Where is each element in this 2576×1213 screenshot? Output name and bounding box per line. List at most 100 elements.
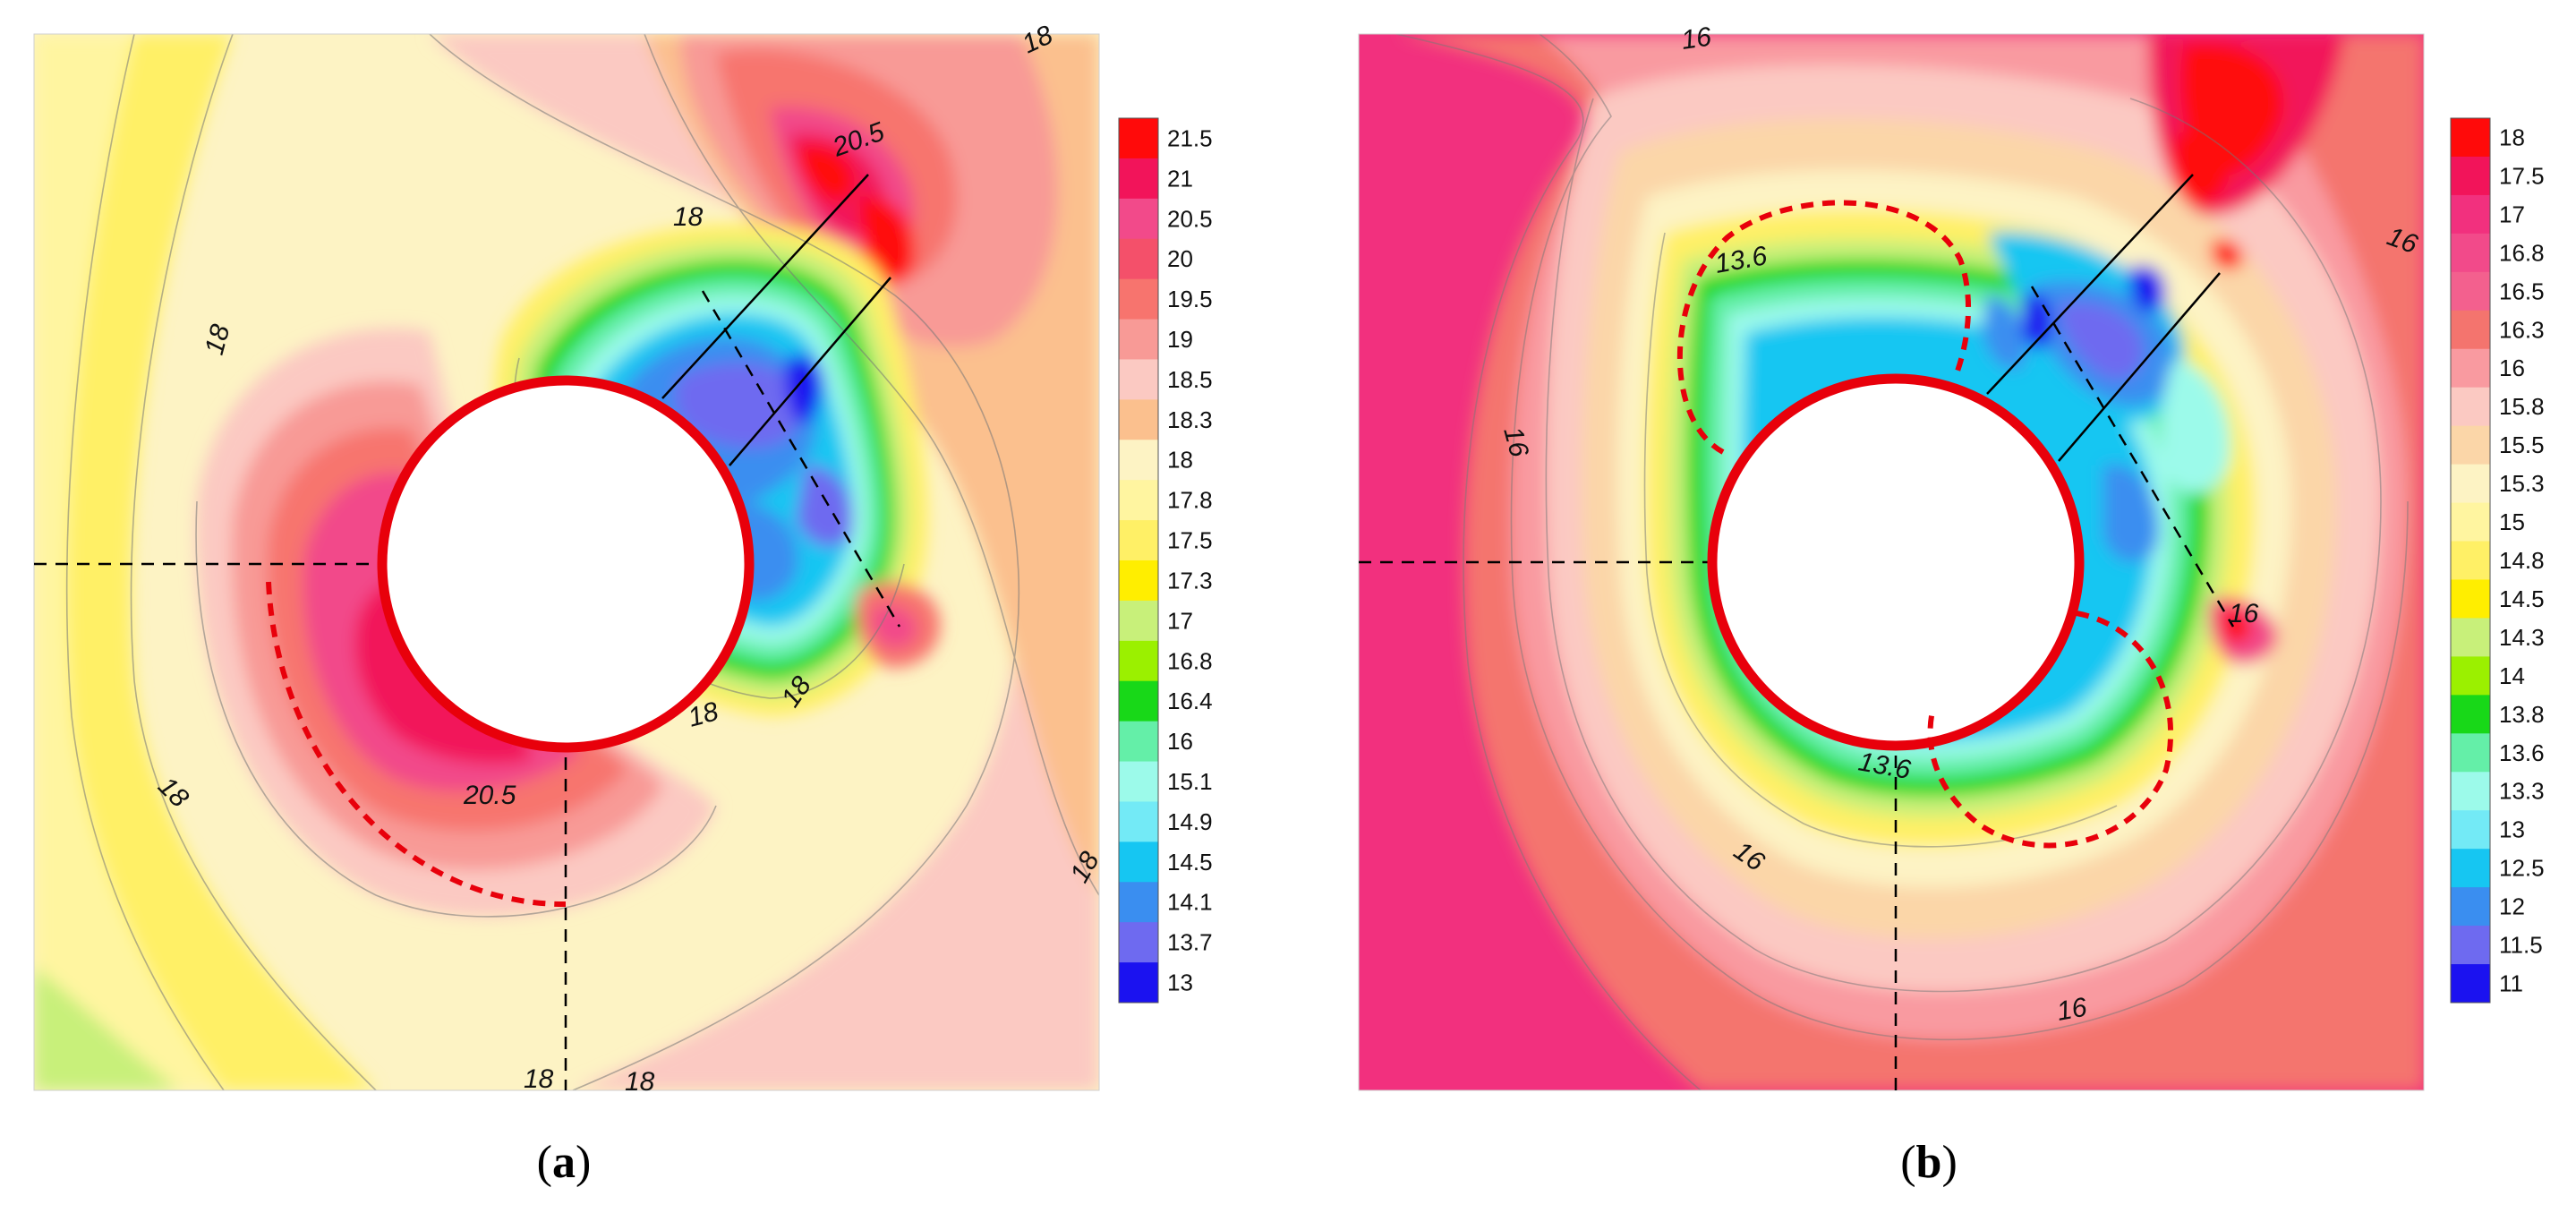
- colorbar-tick-label: 16.4: [1167, 688, 1213, 714]
- colorbar-swatch: [1119, 761, 1158, 802]
- colorbar-tick-label: 20: [1167, 245, 1193, 272]
- colorbar-swatch: [1119, 841, 1158, 883]
- colorbar-swatch: [1119, 882, 1158, 923]
- colorbar-tick-label: 12.5: [2499, 855, 2545, 882]
- colorbar-swatch: [1119, 640, 1158, 682]
- panel-a-colorbar: 21.5 21 20.5 20 19.5 19 18.5 18.3 18 17.8 17.5 17.3…: [1118, 117, 1213, 1004]
- colorbar-tick-label: 12: [2499, 893, 2525, 920]
- panel-a-solid-line-2: [729, 277, 891, 466]
- colorbar-tick-label: 18.5: [1167, 366, 1213, 393]
- colorbar-tick-label: 18.3: [1167, 406, 1213, 433]
- colorbar-tick-label: 14.1: [1167, 889, 1213, 916]
- colorbar-tick-label: 16.8: [1167, 647, 1213, 674]
- colorbar-swatch: [2451, 656, 2490, 696]
- colorbar-swatch: [1119, 198, 1158, 240]
- colorbar-tick-label: 20.5: [1167, 205, 1213, 232]
- colorbar-swatch: [1119, 399, 1158, 440]
- contour-label: 16: [2229, 599, 2259, 628]
- panel-b: 16 16 13.6 16 16 13.6 16 16 1817.51716.8…: [1358, 22, 2545, 1188]
- panel-a-letter: a: [552, 1137, 576, 1188]
- colorbar-swatch: [1119, 560, 1158, 602]
- colorbar-tick-label: 13.8: [2499, 701, 2545, 728]
- colorbar-tick-label: 21.5: [1167, 124, 1213, 151]
- colorbar-tick-label: 11: [2499, 970, 2523, 997]
- colorbar-swatch: [1119, 721, 1158, 763]
- panel-b-red-dashed-arc-lower: [1927, 611, 2174, 849]
- colorbar-tick-label: 15.5: [2499, 431, 2545, 458]
- colorbar-tick-label: 15.8: [2499, 393, 2545, 420]
- panel-a-contour-lines: [65, 34, 1099, 1090]
- colorbar-tick-label: 17.5: [2499, 162, 2545, 189]
- colorbar-swatch: [1119, 801, 1158, 842]
- panel-b-contour-lines: [1395, 34, 2409, 1090]
- colorbar-tick-label: 14.8: [2499, 547, 2545, 574]
- colorbar-swatch: [2451, 271, 2490, 312]
- panel-a-dashed-diagonal: [701, 290, 901, 628]
- colorbar-swatch: [2451, 194, 2490, 235]
- colorbar-swatch: [2451, 733, 2490, 773]
- colorbar-swatch: [2451, 849, 2490, 888]
- colorbar-tick-label: 13.3: [2499, 778, 2545, 805]
- colorbar-tick-label: 15: [2499, 508, 2525, 535]
- colorbar-swatch: [2451, 502, 2490, 542]
- colorbar-swatch: [1119, 962, 1158, 1004]
- colorbar-swatch: [2451, 926, 2490, 965]
- panel-b-solid-line-1: [1986, 174, 2194, 395]
- colorbar-swatch: [1119, 680, 1158, 722]
- colorbar-tick-label: 15.1: [1167, 768, 1213, 795]
- colorbar-swatch: [1119, 480, 1158, 521]
- panel-b-red-dashed-arc-upper: [1676, 200, 1972, 455]
- colorbar-tick-label: 19: [1167, 326, 1193, 353]
- colorbar-swatch: [2451, 156, 2490, 196]
- colorbar-swatch: [2451, 348, 2490, 389]
- colorbar-swatch: [1119, 359, 1158, 400]
- colorbar-swatch: [2451, 695, 2490, 734]
- colorbar-tick-label: 14.9: [1167, 808, 1213, 835]
- colorbar-tick-label: 14.5: [2499, 585, 2545, 612]
- colorbar-tick-label: 18: [2499, 124, 2525, 150]
- colorbar-swatch: [1119, 520, 1158, 561]
- colorbar-tick-label: 16: [1167, 728, 1193, 755]
- colorbar-tick-label: 13: [2499, 816, 2525, 843]
- colorbar-tick-label: 15.3: [2499, 470, 2545, 497]
- colorbar-tick-label: 17.5: [1167, 527, 1213, 554]
- panel-b-letter: b: [1916, 1137, 1942, 1188]
- panel-b-label: (b): [1900, 1137, 1958, 1188]
- colorbar-tick-label: 13.7: [1167, 929, 1213, 956]
- colorbar-tick-label: 21: [1167, 165, 1193, 192]
- colorbar-swatch: [2451, 964, 2490, 1004]
- colorbar-tick-label: 17: [1167, 607, 1193, 634]
- colorbar-frame: [2450, 117, 2491, 1004]
- panel-b-circular-opening: [1707, 373, 2085, 751]
- colorbar-tick-label: 11.5: [2499, 932, 2543, 959]
- colorbar-tick-label: 17.3: [1167, 567, 1213, 594]
- colorbar-swatch: [1119, 158, 1158, 200]
- colorbar-tick-label: 16.3: [2499, 316, 2545, 343]
- colorbar-swatch: [1119, 278, 1158, 320]
- panel-b-solid-line-2: [2058, 272, 2221, 462]
- contour-label: 18: [524, 1064, 554, 1094]
- colorbar-swatch: [2451, 541, 2490, 580]
- colorbar-swatch: [1119, 118, 1158, 159]
- colorbar-tick-label: 17: [2499, 201, 2525, 227]
- colorbar-tick-label: 13: [1167, 970, 1193, 996]
- colorbar-tick-label: 16.8: [2499, 239, 2545, 266]
- colorbar-swatch: [1119, 600, 1158, 642]
- colorbar-swatch: [2451, 772, 2490, 811]
- contour-label: 20.5: [463, 781, 516, 810]
- colorbar-swatch: [2451, 618, 2490, 657]
- colorbar-swatch: [2451, 887, 2490, 927]
- colorbar-swatch: [2451, 310, 2490, 350]
- colorbar-swatch: [2451, 464, 2490, 504]
- colorbar-swatch: [2451, 810, 2490, 850]
- contour-label: 18: [625, 1067, 655, 1097]
- panel-a-solid-line-1: [661, 174, 869, 399]
- colorbar-tick-label: 16.5: [2499, 278, 2545, 304]
- colorbar-swatch: [1119, 238, 1158, 280]
- colorbar-tick-label: 14.3: [2499, 624, 2545, 651]
- colorbar-tick-label: 18: [1167, 447, 1193, 474]
- contour-label: 16: [2054, 993, 2089, 1027]
- panel-a: 18 20.5 18 18 18 18 20.5 18 18 18 18 21.…: [33, 20, 1213, 1188]
- colorbar-swatch: [2451, 233, 2490, 273]
